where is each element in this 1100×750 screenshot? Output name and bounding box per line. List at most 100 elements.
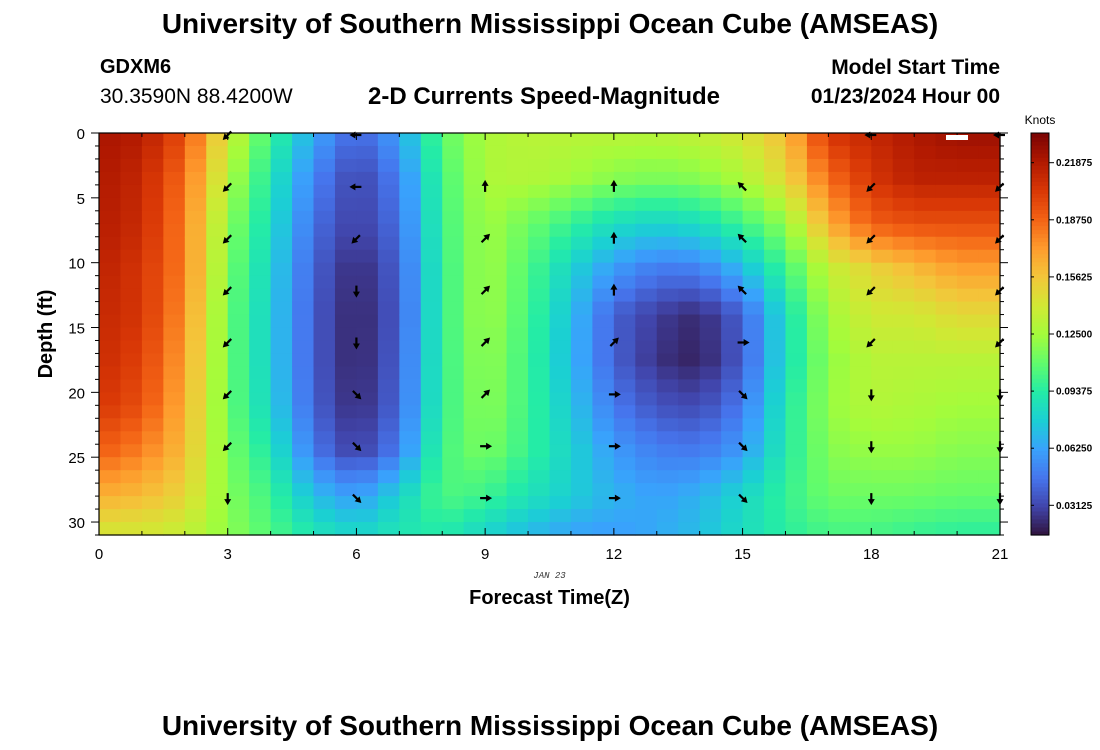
heatmap-cell — [528, 262, 551, 277]
heatmap-cell — [742, 262, 765, 277]
heatmap-cell — [506, 392, 529, 406]
heatmap-cell — [678, 418, 701, 432]
heatmap-cell — [485, 418, 508, 432]
vector-head — [222, 392, 230, 400]
heatmap-cell — [163, 158, 186, 173]
heatmap-cell — [270, 275, 293, 290]
heatmap-cell — [506, 470, 529, 484]
heatmap-cell — [549, 379, 572, 393]
colorbar-segment — [1031, 249, 1049, 255]
heatmap-cell — [592, 353, 615, 368]
heatmap-cell — [785, 353, 808, 368]
heatmap-cell — [463, 262, 486, 277]
heatmap-cell — [163, 483, 186, 497]
vector-shaft — [354, 234, 361, 241]
heatmap-cell — [935, 262, 958, 277]
colorbar-segment — [1031, 510, 1049, 516]
heatmap-cell — [764, 133, 787, 147]
heatmap-cell — [699, 133, 722, 147]
heatmap-cell — [699, 444, 722, 458]
heatmap-cell — [442, 262, 465, 277]
heatmap-cell — [785, 171, 808, 186]
heatmap-cell — [699, 470, 722, 484]
vector-head — [222, 185, 230, 192]
heatmap-cell — [742, 470, 765, 484]
heatmap-cell — [227, 223, 250, 238]
current-vector — [222, 234, 233, 244]
heatmap-cell — [785, 236, 808, 251]
heatmap-cell — [120, 171, 143, 186]
colorbar-segment — [1031, 177, 1049, 182]
heatmap-cell — [849, 314, 872, 329]
heatmap-cell — [485, 405, 508, 419]
heatmap-cell — [721, 223, 744, 238]
current-vector — [738, 493, 748, 504]
heatmap-cell — [635, 249, 658, 264]
heatmap-cell — [806, 470, 829, 484]
heatmap-cell — [163, 262, 186, 277]
heatmap-cell — [184, 418, 207, 432]
heatmap-cell — [592, 496, 615, 510]
vector-head — [867, 499, 875, 506]
heatmap-cell — [849, 353, 872, 368]
heatmap-cell — [828, 353, 851, 368]
heatmap-cell — [99, 158, 122, 173]
heatmap-cell — [399, 249, 422, 264]
heatmap-cell — [313, 171, 336, 186]
heatmap-cell — [270, 171, 293, 186]
heatmap-cell — [506, 431, 529, 445]
current-vector — [222, 441, 233, 452]
heatmap-cell — [635, 171, 658, 186]
heatmap-cell — [249, 353, 272, 368]
heatmap-cell — [420, 197, 443, 212]
heatmap-cell — [120, 457, 143, 471]
heatmap-cell — [292, 158, 315, 173]
heatmap-cell — [420, 275, 443, 290]
heatmap-cell — [656, 288, 679, 303]
vector-head — [614, 390, 621, 398]
heatmap-cell — [356, 223, 379, 238]
heatmap-cell — [678, 158, 701, 173]
colorbar-segment — [1031, 366, 1049, 371]
heatmap-cell — [506, 288, 529, 303]
heatmap-cell — [334, 366, 358, 380]
heatmap-cell — [184, 197, 207, 212]
heatmap-cell — [292, 145, 315, 160]
heatmap-cell — [377, 145, 400, 160]
heatmap-cell — [764, 210, 787, 225]
heatmap-cell — [764, 249, 787, 264]
colorbar-segment — [1031, 213, 1049, 219]
heatmap-cell — [570, 171, 593, 186]
heatmap-cell — [292, 184, 315, 199]
heatmap-cell — [742, 249, 765, 264]
heatmap-cell — [528, 133, 551, 147]
colorbar-segment — [1031, 350, 1049, 355]
heatmap-cell — [806, 392, 829, 406]
heatmap-cell — [570, 405, 593, 419]
heatmap-cell — [120, 379, 143, 393]
heatmap-cell — [292, 288, 315, 303]
heatmap-cell — [742, 184, 765, 199]
vector-head — [610, 283, 618, 290]
heatmap-cell — [764, 496, 787, 510]
heatmap-cell — [377, 249, 400, 264]
heatmap-cell — [227, 340, 250, 355]
heatmap-cell — [356, 145, 379, 160]
heatmap-cell — [785, 249, 808, 264]
heatmap-cell — [463, 392, 486, 406]
heatmap-cell — [613, 301, 636, 316]
heatmap-cell — [313, 353, 336, 368]
heatmap-cell — [99, 262, 122, 277]
colorbar-segment — [1031, 346, 1049, 351]
heatmap-cell — [699, 327, 722, 342]
heatmap-cell — [377, 379, 400, 393]
heatmap-cell — [141, 327, 164, 342]
heatmap-cell — [463, 236, 486, 251]
heatmap-cell — [935, 145, 958, 160]
heatmap-cell — [957, 223, 980, 238]
colorbar-tick-label: 0.15625 — [1056, 272, 1093, 283]
heatmap-cell — [227, 431, 250, 445]
heatmap-cell — [892, 171, 915, 186]
heatmap-cell — [399, 184, 422, 199]
heatmap-cell — [892, 366, 915, 380]
